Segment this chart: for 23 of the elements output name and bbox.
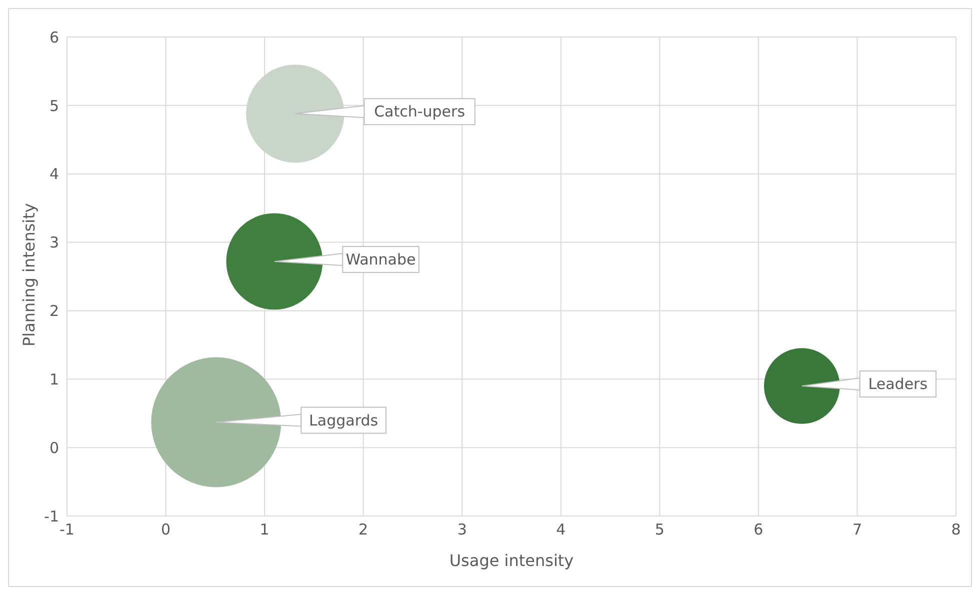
y-tick-label: 5 bbox=[49, 96, 59, 115]
y-tick-label: -1 bbox=[44, 507, 59, 526]
y-tick-label: 4 bbox=[49, 165, 59, 184]
y-tick-label: 3 bbox=[49, 234, 59, 252]
x-tick-label: 7 bbox=[852, 520, 862, 539]
x-tick-label: 8 bbox=[951, 520, 961, 539]
x-tick-label: 0 bbox=[161, 520, 171, 539]
series-label: Wannabe bbox=[346, 250, 416, 268]
series-label: Leaders bbox=[868, 374, 928, 393]
x-tick-label: 3 bbox=[457, 520, 467, 539]
x-axis-title: Usage intensity bbox=[449, 551, 574, 570]
x-tick-label: 1 bbox=[260, 520, 270, 539]
x-tick-label: 6 bbox=[754, 520, 764, 539]
y-axis-title: Planning intensity bbox=[20, 203, 39, 346]
x-tick-label: 2 bbox=[358, 520, 368, 539]
series-label: Laggards bbox=[309, 411, 378, 430]
y-tick-label: 6 bbox=[49, 28, 59, 46]
y-tick-label: 2 bbox=[49, 302, 59, 320]
y-tick-label: 0 bbox=[49, 438, 59, 457]
y-tick-label: 1 bbox=[49, 370, 59, 388]
x-tick-label: 4 bbox=[556, 520, 566, 539]
x-tick-label: 5 bbox=[654, 520, 664, 539]
series-label: Catch-upers bbox=[374, 102, 466, 121]
